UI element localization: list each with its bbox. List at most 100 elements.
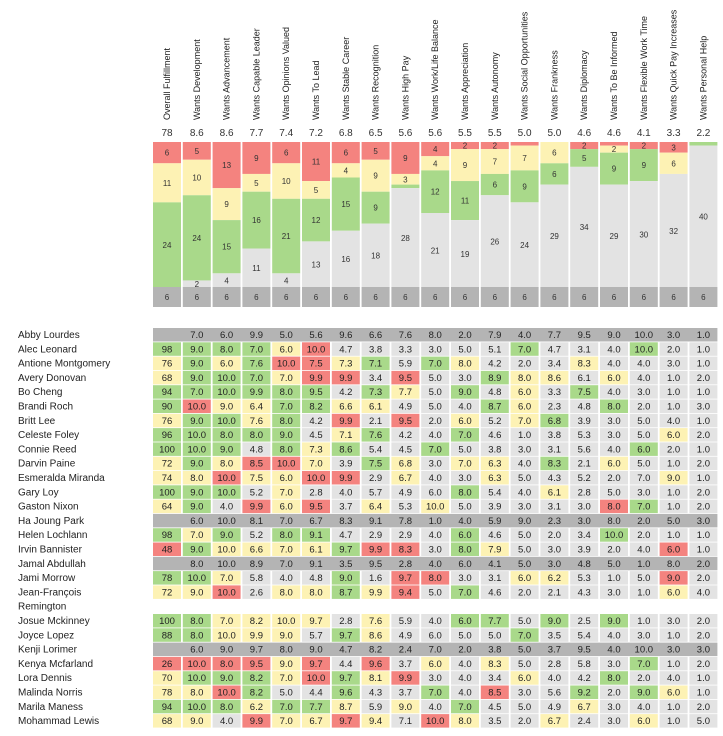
heatmap-cell-value: 6.8	[399, 459, 412, 470]
heatmap-cell-value: 5.0	[429, 373, 442, 384]
bar-segment-value-label: 5	[254, 179, 259, 188]
heatmap-cell	[659, 370, 688, 385]
heatmap-cell-value: 8.0	[190, 616, 203, 627]
heatmap-cell-value: 8.0	[429, 573, 442, 584]
bar-segment-value-label: 28	[401, 234, 410, 243]
heatmap-cell-value: 4.0	[667, 673, 680, 684]
heatmap-cell-value: 10.0	[277, 359, 296, 370]
heatmap-cell-value: 2.0	[458, 330, 471, 341]
bar-base-block	[361, 287, 390, 307]
column-header-label: Wants Stable Career	[341, 37, 351, 120]
heatmap-cell	[242, 671, 271, 685]
heatmap-cell-value: 9.9	[339, 373, 352, 384]
heatmap-cell-value: 4.0	[518, 487, 531, 498]
row-name-label: Joyce Lopez	[18, 630, 74, 641]
heatmap-cell	[153, 671, 181, 685]
heatmap-cell-value: 4.9	[399, 402, 412, 413]
heatmap-cell	[242, 385, 271, 399]
row-empty-background	[153, 328, 718, 342]
bar-segment-green	[451, 181, 479, 221]
heatmap-cell-value: 8.9	[250, 559, 263, 570]
heatmap-cell	[391, 485, 420, 499]
bar-base-block	[212, 287, 241, 307]
heatmap-cell-value: 2.1	[369, 416, 382, 427]
heatmap-cell-value: 2.9	[369, 473, 382, 484]
row-name-label: Malinda Norris	[18, 688, 82, 699]
heatmap-cell	[331, 442, 360, 456]
heatmap-cell-value: 3.0	[429, 459, 442, 470]
heatmap-cell-value: 4.7	[548, 344, 561, 355]
heatmap-cell-value: 9.0	[280, 430, 293, 441]
heatmap-cell	[540, 714, 569, 728]
heatmap-cell	[570, 471, 599, 485]
bar-segment-gray	[510, 202, 539, 288]
heatmap-cell	[153, 342, 181, 356]
heatmap-cell	[212, 356, 241, 371]
heatmap-cell	[629, 428, 658, 442]
heatmap-cell	[361, 442, 390, 456]
bar-segment-value-label: 11	[312, 158, 321, 167]
heatmap-cell	[361, 528, 390, 542]
heatmap-cell	[480, 571, 509, 585]
heatmap-cell-value: 1.0	[697, 330, 710, 341]
heatmap-cell-value: 7.0	[458, 702, 471, 713]
heatmap-cell-value: 7.0	[220, 616, 233, 627]
heatmap-cell-value: 3.5	[488, 716, 501, 727]
heatmap-cell-value: 3.4	[548, 359, 561, 370]
heatmap-cell-value: 9.0	[190, 359, 203, 370]
bar-segment-value-label: 9	[403, 154, 408, 163]
heatmap-cell-value: 4.0	[637, 545, 650, 556]
heatmap-cell-value: 6.1	[369, 402, 382, 413]
heatmap-cell-value: 1.0	[667, 716, 680, 727]
column-score-label: 4.6	[577, 128, 591, 139]
heatmap-cell	[361, 614, 390, 628]
heatmap-cell	[600, 528, 628, 542]
heatmap-cell	[659, 442, 688, 456]
heatmap-cell	[689, 413, 718, 428]
heatmap-cell	[689, 714, 718, 728]
heatmap-cell-value: 8.2	[369, 645, 382, 656]
heatmap-cell-value: 3.0	[637, 630, 650, 641]
heatmap-cell-value: 4.2	[488, 359, 501, 370]
heatmap-cell	[182, 399, 211, 413]
bar-segment-value-label: 4	[433, 145, 438, 154]
heatmap-cell-value: 3.0	[429, 673, 442, 684]
heatmap-cell-value: 9.0	[280, 630, 293, 641]
bar-segment-red	[480, 142, 509, 150]
heatmap-cell-value: 4.0	[607, 344, 620, 355]
heatmap-cell	[331, 399, 360, 413]
heatmap-cell	[689, 456, 718, 471]
heatmap-cell-value: 2.0	[637, 516, 650, 527]
heatmap-cell	[629, 571, 658, 585]
heatmap-cell	[600, 685, 628, 699]
heatmap-cell-value: 10.0	[217, 559, 236, 570]
heatmap-cell-value: 8.3	[488, 659, 501, 670]
heatmap-cell	[570, 656, 599, 671]
heatmap-cell	[600, 699, 628, 714]
heatmap-cell	[689, 671, 718, 685]
heatmap-cell-value: 4.0	[429, 559, 442, 570]
heatmap-cell	[421, 442, 450, 456]
heatmap-cell-value: 4.0	[518, 459, 531, 470]
heatmap-cell	[540, 456, 569, 471]
heatmap-cell-value: 4.6	[488, 587, 501, 598]
heatmap-cell-value: 6.0	[637, 716, 650, 727]
heatmap-cell-value: 3.9	[578, 545, 591, 556]
heatmap-cell-value: 7.0	[280, 716, 293, 727]
heatmap-cell-value: 2.0	[607, 473, 620, 484]
heatmap-cell	[421, 528, 450, 542]
heatmap-cell	[510, 370, 539, 385]
heatmap-cell	[659, 714, 688, 728]
heatmap-cell-value: 9.5	[399, 416, 412, 427]
heatmap-cell-value: 8.2	[250, 673, 263, 684]
heatmap-cell	[242, 714, 271, 728]
heatmap-cell	[659, 385, 688, 399]
column-score-label: 2.2	[696, 128, 710, 139]
heatmap-cell	[182, 471, 211, 485]
heatmap-cell-value: 5.2	[250, 530, 263, 541]
heatmap-cell-value: 3.0	[697, 645, 710, 656]
heatmap-cell	[182, 370, 211, 385]
heatmap-cell	[451, 456, 479, 471]
heatmap-cell-value: 7.0	[280, 673, 293, 684]
heatmap-cell-value: 9.5	[250, 659, 263, 670]
